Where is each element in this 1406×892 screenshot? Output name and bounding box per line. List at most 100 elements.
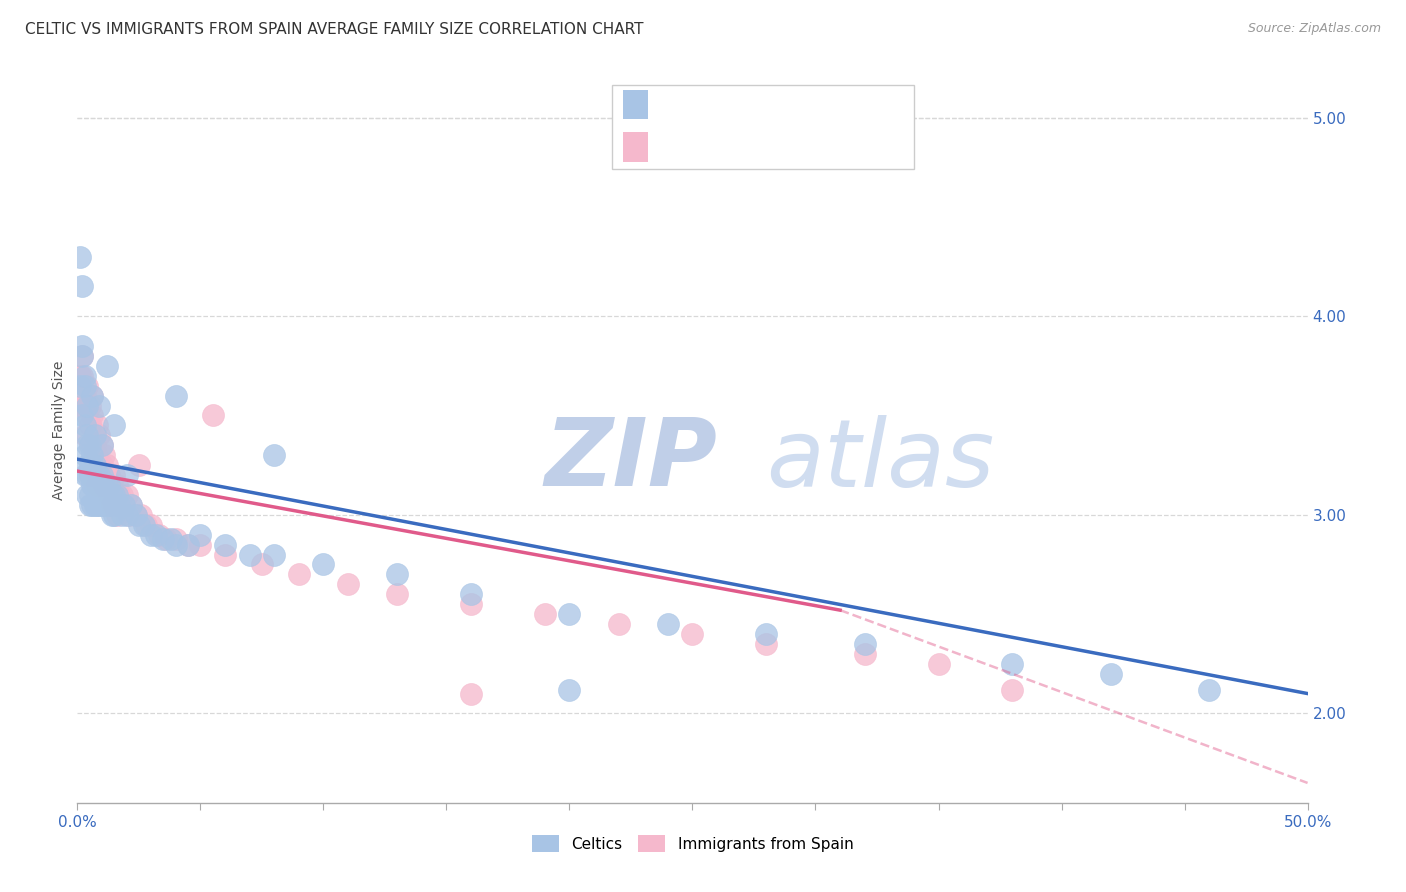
- Point: [128, 517, 150, 532]
- Point: [96, 359, 118, 373]
- Point: [90, 438, 114, 452]
- Point: [70, 368, 93, 383]
- Point: [83, 468, 105, 483]
- Point: [90, 468, 114, 483]
- Point: [108, 488, 131, 502]
- Point: [103, 498, 125, 512]
- Point: [86, 468, 108, 483]
- Point: [79, 498, 101, 512]
- Point: [141, 527, 163, 541]
- Point: [125, 508, 148, 522]
- Point: [76, 488, 98, 502]
- Point: [558, 607, 581, 621]
- Y-axis label: Average Family Size: Average Family Size: [52, 360, 66, 500]
- Point: [928, 657, 950, 671]
- Point: [460, 687, 482, 701]
- Point: [86, 418, 108, 433]
- Point: [79, 418, 101, 433]
- Point: [90, 488, 114, 502]
- Point: [558, 682, 581, 697]
- Text: 90: 90: [814, 97, 837, 112]
- Point: [76, 468, 98, 483]
- Point: [165, 389, 187, 403]
- Point: [96, 478, 118, 492]
- Point: [83, 498, 105, 512]
- Point: [70, 279, 93, 293]
- Point: [83, 478, 105, 492]
- Text: R =: R =: [659, 97, 695, 112]
- Point: [1001, 682, 1024, 697]
- Point: [105, 488, 128, 502]
- Point: [90, 498, 114, 512]
- Point: [607, 617, 630, 632]
- Point: [101, 488, 124, 502]
- Point: [73, 378, 96, 392]
- Point: [98, 468, 121, 483]
- Text: ZIP: ZIP: [546, 414, 717, 506]
- Point: [73, 468, 96, 483]
- Point: [103, 488, 125, 502]
- Point: [83, 438, 105, 452]
- Point: [385, 587, 409, 601]
- Point: [145, 527, 167, 541]
- Text: N =: N =: [775, 97, 811, 112]
- Point: [155, 532, 177, 546]
- Point: [853, 637, 876, 651]
- Point: [101, 478, 124, 492]
- Point: [239, 548, 262, 562]
- Point: [82, 389, 104, 403]
- Point: [105, 508, 128, 522]
- Point: [93, 448, 115, 462]
- Point: [93, 478, 115, 492]
- Point: [460, 597, 482, 611]
- Point: [312, 558, 335, 572]
- Point: [83, 458, 105, 472]
- Point: [86, 498, 108, 512]
- Point: [73, 368, 96, 383]
- Point: [83, 428, 105, 442]
- Point: [96, 478, 118, 492]
- Point: [250, 558, 273, 572]
- Point: [82, 409, 104, 423]
- Point: [89, 468, 111, 483]
- Point: [86, 488, 108, 502]
- Point: [73, 448, 96, 462]
- Point: [263, 448, 285, 462]
- Point: [93, 498, 115, 512]
- Point: [90, 468, 114, 483]
- Text: 72: 72: [814, 140, 837, 154]
- Point: [112, 498, 135, 512]
- Point: [121, 498, 143, 512]
- Point: [188, 527, 212, 541]
- Point: [103, 468, 125, 483]
- Point: [79, 418, 101, 433]
- Point: [177, 538, 200, 552]
- Point: [89, 478, 111, 492]
- Point: [86, 478, 108, 492]
- Point: [103, 508, 125, 522]
- Point: [214, 538, 236, 552]
- Point: [111, 488, 132, 502]
- Point: [115, 508, 138, 522]
- Point: [288, 567, 311, 582]
- Point: [76, 458, 98, 472]
- Text: Source: ZipAtlas.com: Source: ZipAtlas.com: [1247, 22, 1381, 36]
- Point: [98, 498, 121, 512]
- Point: [101, 508, 124, 522]
- Point: [70, 399, 93, 413]
- Point: [70, 409, 93, 423]
- Point: [105, 478, 128, 492]
- Point: [125, 508, 148, 522]
- Point: [76, 399, 98, 413]
- Point: [755, 637, 778, 651]
- Point: [129, 508, 153, 522]
- Point: [82, 458, 104, 472]
- Text: -0.424: -0.424: [699, 140, 756, 154]
- Point: [682, 627, 704, 641]
- Point: [101, 498, 124, 512]
- Point: [96, 458, 118, 472]
- Point: [79, 438, 101, 452]
- Point: [534, 607, 557, 621]
- Point: [89, 498, 111, 512]
- Point: [70, 349, 93, 363]
